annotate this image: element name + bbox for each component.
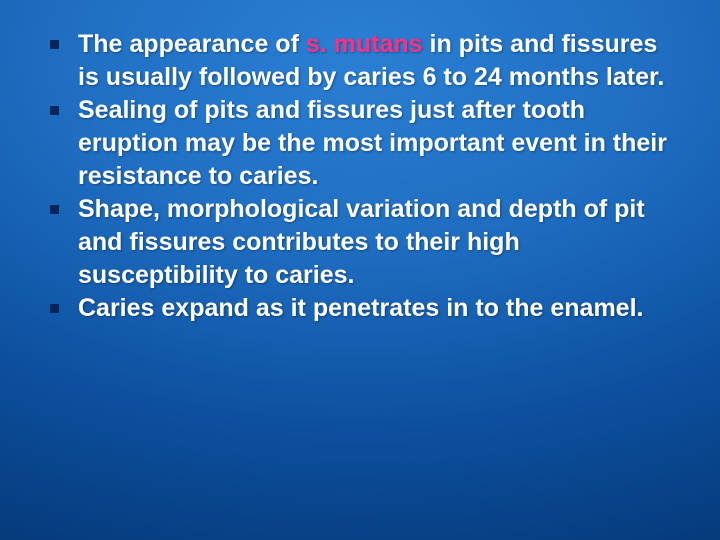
square-bullet-icon [50,40,59,49]
bullet-text-highlight: s. mutans [306,30,423,58]
list-item: Shape, morphological variation and depth… [44,193,672,292]
bullet-text: Shape, morphological variation and depth… [78,195,645,289]
bullet-text: Sealing of pits and fissures just after … [78,96,667,190]
slide-container: The appearance of s. mutans in pits and … [0,0,720,540]
list-item: Caries expand as it penetrates in to the… [44,292,672,325]
bullet-text-pre: The appearance of [78,30,306,58]
bullet-text: Caries expand as it penetrates in to the… [78,294,643,322]
list-item: Sealing of pits and fissures just after … [44,94,672,193]
list-item: The appearance of s. mutans in pits and … [44,28,672,94]
square-bullet-icon [50,304,59,313]
square-bullet-icon [50,106,59,115]
bullet-list: The appearance of s. mutans in pits and … [44,28,672,325]
square-bullet-icon [50,205,59,214]
